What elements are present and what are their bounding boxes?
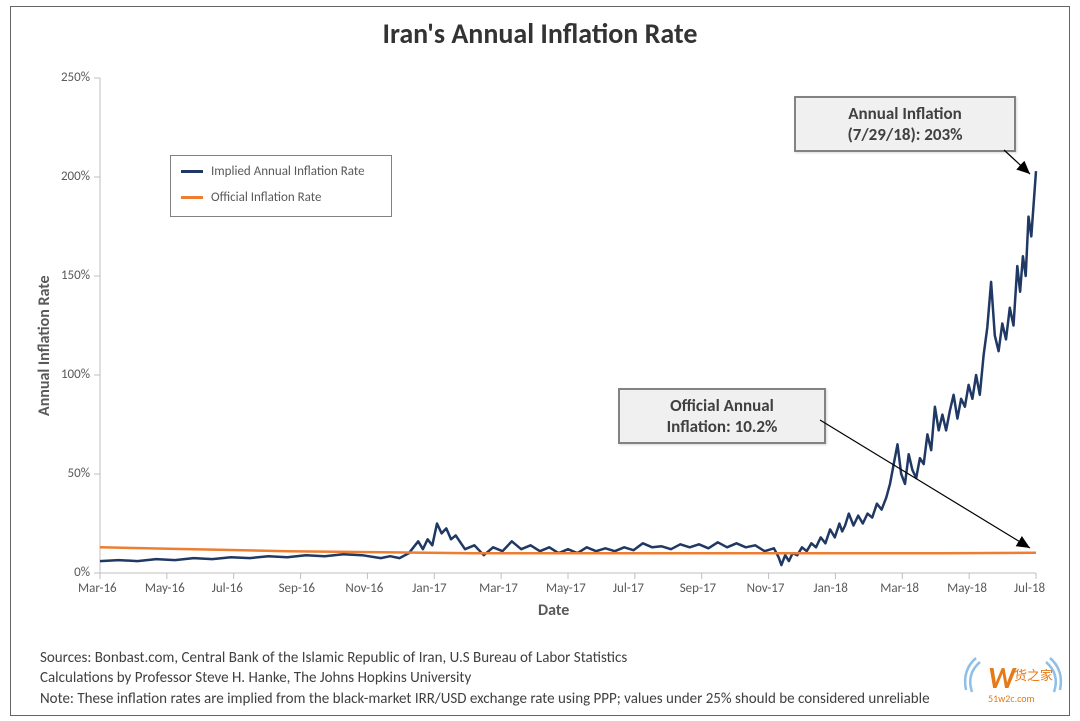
x-tick-label: Nov-16 <box>345 581 383 596</box>
watermark-logo: W货之家51w2c.com <box>958 650 1068 710</box>
y-tick-label: 0% <box>74 565 90 580</box>
callout-line2: (7/29/18): 203% <box>796 124 1014 145</box>
x-tick-label: Jan-17 <box>412 581 446 596</box>
svg-text:51w2c.com: 51w2c.com <box>988 692 1035 705</box>
svg-text:货之家: 货之家 <box>1014 668 1053 684</box>
legend-swatch <box>181 170 203 173</box>
callout-line1: Official Annual <box>620 395 824 416</box>
chart-title: Iran's Annual Inflation Rate <box>0 16 1080 51</box>
x-tick-label: Jul-18 <box>1014 581 1045 596</box>
x-tick-label: May-17 <box>546 581 586 596</box>
y-tick-label: 150% <box>61 268 90 283</box>
series-implied-annual-inflation-rate <box>100 171 1036 565</box>
chart-legend: Implied Annual Inflation Rate Official In… <box>170 155 392 217</box>
x-tick-label: Sep-17 <box>680 581 716 596</box>
callout-official-inflation: Official Annual Inflation: 10.2% <box>618 388 826 444</box>
x-tick-label: Jul-17 <box>613 581 644 596</box>
legend-item: Official Inflation Rate <box>181 190 321 205</box>
y-tick-label: 50% <box>68 466 90 481</box>
x-tick-label: Nov-17 <box>747 581 785 596</box>
footer-note: Note: These inflation rates are implied … <box>40 689 1060 709</box>
callout-implied-inflation: Annual Inflation (7/29/18): 203% <box>794 96 1016 152</box>
x-tick-label: May-18 <box>947 581 987 596</box>
chart-plot-area <box>100 78 1036 573</box>
x-tick-label: May-16 <box>145 581 185 596</box>
legend-label: Official Inflation Rate <box>211 190 321 205</box>
legend-item: Implied Annual Inflation Rate <box>181 164 365 179</box>
legend-label: Implied Annual Inflation Rate <box>211 164 365 179</box>
x-tick-label: Sep-16 <box>279 581 315 596</box>
y-tick-label: 100% <box>61 367 90 382</box>
callout-line2: Inflation: 10.2% <box>620 416 824 437</box>
y-tick-label: 200% <box>61 169 90 184</box>
x-tick-label: Jul-16 <box>212 581 243 596</box>
x-tick-label: Mar-17 <box>479 581 518 596</box>
x-tick-label: Jan-18 <box>813 581 847 596</box>
x-tick-label: Mar-18 <box>880 581 919 596</box>
footer-calculations: Calculations by Professor Steve H. Hanke… <box>40 668 1060 688</box>
y-tick-label: 250% <box>61 70 90 85</box>
footer-sources: Sources: Bonbast.com, Central Bank of th… <box>40 648 1060 668</box>
callout-line1: Annual Inflation <box>796 103 1014 124</box>
legend-swatch <box>181 196 203 199</box>
x-tick-label: Mar-16 <box>78 581 117 596</box>
x-axis-label: Date <box>538 601 569 620</box>
y-axis-label: Annual Inflation Rate <box>35 275 54 416</box>
chart-footer-notes: Sources: Bonbast.com, Central Bank of th… <box>40 648 1060 709</box>
